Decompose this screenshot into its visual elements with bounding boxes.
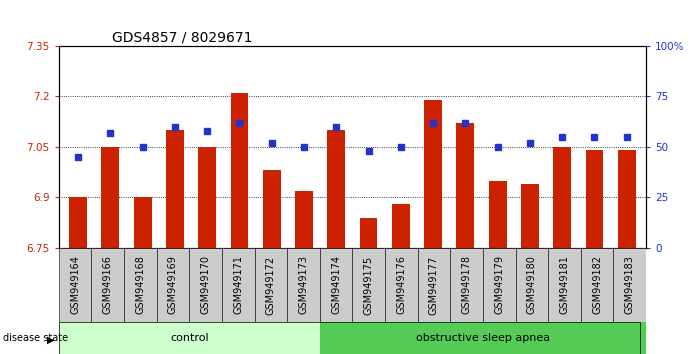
Bar xyxy=(581,248,614,322)
Bar xyxy=(69,198,87,248)
Bar xyxy=(515,248,548,322)
Bar xyxy=(328,130,345,248)
Bar xyxy=(189,248,222,322)
Text: control: control xyxy=(170,333,209,343)
Bar xyxy=(614,248,646,322)
Bar xyxy=(417,248,451,322)
Text: GSM949174: GSM949174 xyxy=(331,256,341,314)
Text: GSM949181: GSM949181 xyxy=(560,256,569,314)
Text: GSM949178: GSM949178 xyxy=(462,256,472,314)
Bar xyxy=(166,130,184,248)
Text: GSM949168: GSM949168 xyxy=(135,256,145,314)
Bar xyxy=(424,100,442,248)
Bar xyxy=(91,248,124,322)
Bar xyxy=(295,191,313,248)
Text: GSM949164: GSM949164 xyxy=(70,256,80,314)
Text: GSM949172: GSM949172 xyxy=(266,255,276,315)
Bar xyxy=(585,150,603,248)
Bar xyxy=(553,147,571,248)
Text: GSM949169: GSM949169 xyxy=(168,256,178,314)
Bar xyxy=(489,181,507,248)
Text: GSM949171: GSM949171 xyxy=(233,256,243,314)
Text: obstructive sleep apnea: obstructive sleep apnea xyxy=(416,333,550,343)
Text: GSM949175: GSM949175 xyxy=(363,255,374,315)
Bar xyxy=(134,198,151,248)
Text: GSM949173: GSM949173 xyxy=(299,256,308,314)
Bar xyxy=(320,322,646,354)
Text: GSM949180: GSM949180 xyxy=(527,256,537,314)
Bar xyxy=(521,184,539,248)
Bar xyxy=(451,248,483,322)
Text: disease state: disease state xyxy=(3,333,68,343)
Bar xyxy=(59,322,320,354)
Bar xyxy=(124,248,157,322)
Bar xyxy=(352,248,385,322)
Text: GSM949182: GSM949182 xyxy=(592,256,602,314)
Bar xyxy=(320,248,352,322)
Bar xyxy=(483,248,515,322)
Bar xyxy=(287,248,320,322)
Text: GDS4857 / 8029671: GDS4857 / 8029671 xyxy=(111,31,252,45)
Bar xyxy=(254,248,287,322)
Text: GSM949166: GSM949166 xyxy=(103,256,113,314)
Bar xyxy=(263,171,281,248)
Bar xyxy=(198,147,216,248)
Text: GSM949179: GSM949179 xyxy=(494,256,504,314)
Bar xyxy=(618,150,636,248)
Bar xyxy=(360,218,377,248)
Bar xyxy=(59,248,91,322)
Bar xyxy=(385,248,417,322)
Text: GSM949177: GSM949177 xyxy=(429,255,439,315)
Text: GSM949183: GSM949183 xyxy=(625,256,635,314)
Bar xyxy=(392,204,410,248)
Bar xyxy=(157,248,189,322)
Bar xyxy=(102,147,120,248)
Text: GSM949176: GSM949176 xyxy=(397,256,406,314)
Bar xyxy=(222,248,254,322)
Bar xyxy=(548,248,581,322)
Bar xyxy=(231,93,248,248)
Bar xyxy=(457,124,474,248)
Text: GSM949170: GSM949170 xyxy=(200,256,211,314)
Text: ▶: ▶ xyxy=(47,335,55,345)
